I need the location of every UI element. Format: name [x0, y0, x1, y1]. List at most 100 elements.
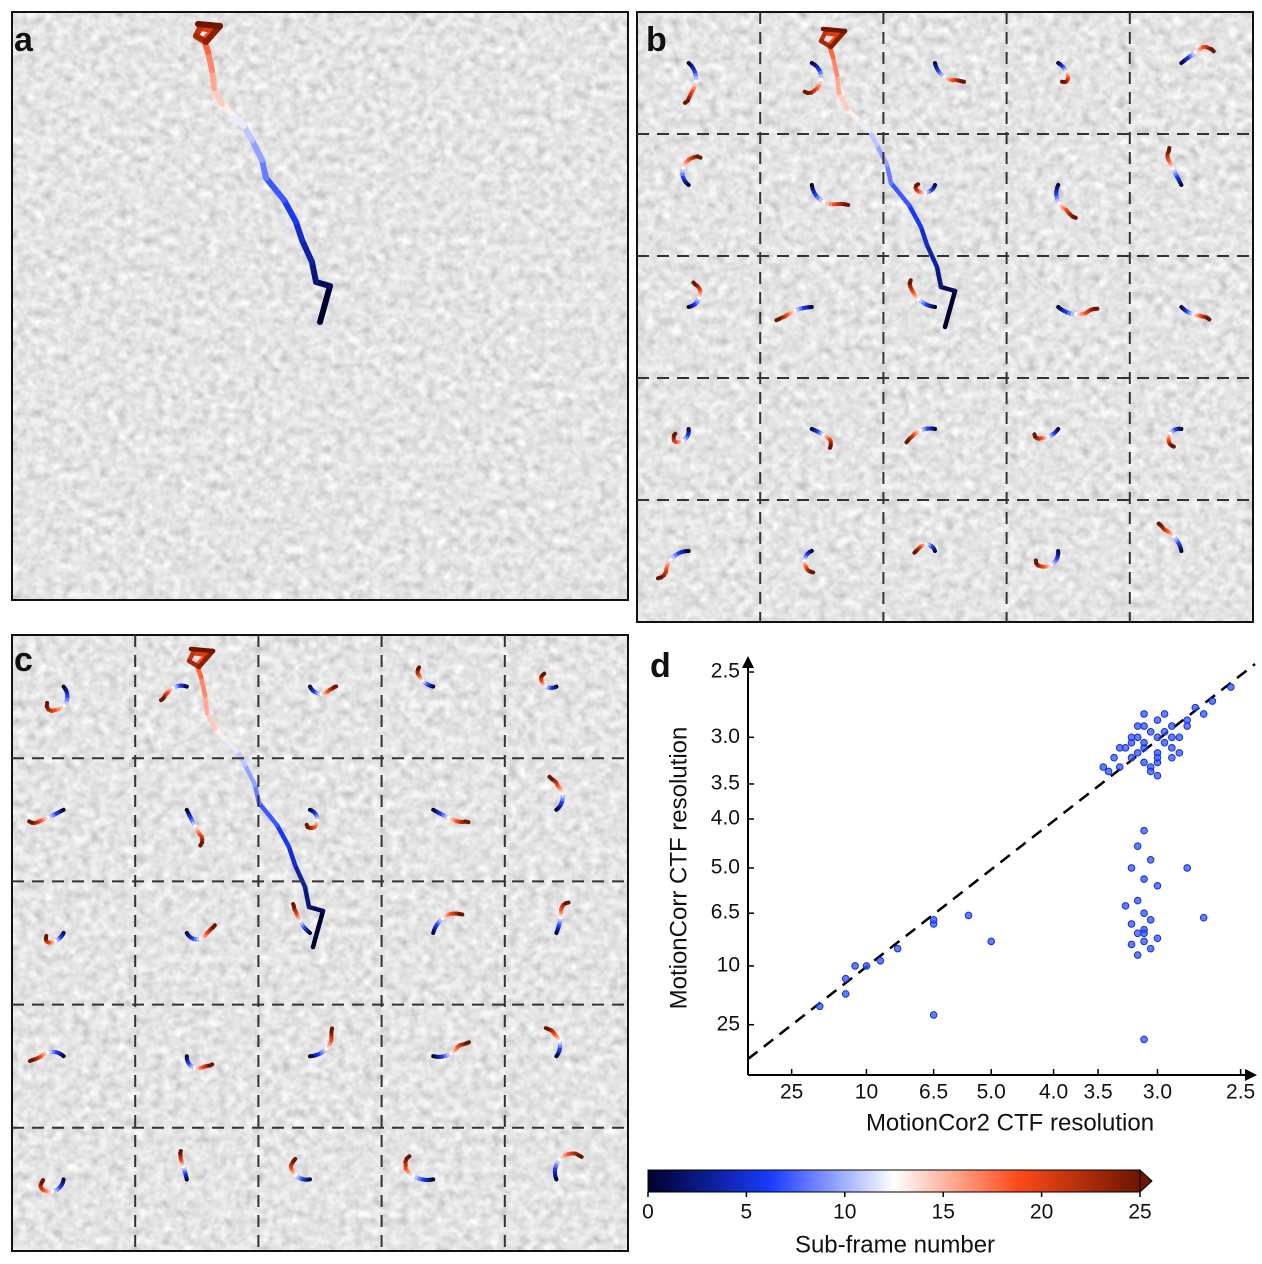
drift-trajectory — [190, 650, 210, 658]
micrograph — [637, 12, 1253, 622]
y-tick-label: 3.0 — [711, 725, 740, 748]
drift-trajectory — [834, 72, 842, 96]
point — [1110, 753, 1118, 762]
point — [1133, 749, 1142, 757]
point — [1099, 763, 1108, 771]
point — [1146, 916, 1155, 924]
drift-trajectory — [310, 908, 326, 950]
drift-trajectory — [547, 774, 554, 781]
drift-trajectory — [655, 575, 664, 581]
drift-trajectory — [904, 438, 911, 445]
point — [1133, 733, 1142, 742]
drift-trajectory — [836, 90, 850, 112]
point — [1127, 864, 1136, 872]
drift-trajectory — [842, 202, 851, 207]
micrograph — [12, 12, 628, 600]
point — [1140, 929, 1148, 938]
y-tick-label: 25 — [717, 1012, 740, 1035]
point — [1133, 722, 1142, 730]
drift-trajectory — [888, 180, 912, 208]
point — [1115, 744, 1124, 752]
drift-trajectory — [309, 259, 319, 285]
y-tick-label: 6.5 — [711, 901, 740, 924]
panel-label: a — [14, 21, 34, 59]
drift-trajectory — [691, 280, 698, 287]
drift-trajectory — [543, 1026, 551, 1032]
point — [1133, 896, 1142, 905]
drift-trajectory — [416, 665, 422, 672]
x-tick-label: 5.0 — [977, 1081, 1006, 1104]
point — [1133, 951, 1142, 959]
point — [876, 956, 885, 965]
drift-trajectory — [286, 844, 298, 868]
y-tick-label: 3.5 — [711, 772, 740, 795]
drift-trajectory — [695, 154, 703, 160]
drift-trajectory — [204, 710, 218, 732]
drift-trajectory — [884, 162, 894, 186]
drift-trajectory — [959, 79, 967, 84]
drift-trajectory — [907, 278, 913, 286]
point — [1140, 1035, 1148, 1044]
point — [1140, 875, 1148, 883]
y-tick-label: 4.0 — [711, 807, 740, 830]
drift-trajectory — [866, 128, 880, 148]
drift-trajectory — [914, 182, 921, 188]
panel-frame — [11, 634, 629, 1252]
point — [1153, 716, 1162, 724]
panel-label: d — [650, 647, 671, 685]
panel-frame — [636, 11, 1254, 623]
point — [1153, 733, 1162, 742]
drift-trajectory — [222, 736, 240, 754]
panel-label: b — [646, 21, 667, 59]
drift-trajectory — [802, 89, 810, 95]
y-tick-label: 5.0 — [711, 855, 740, 878]
colorbar-tick-label: 0 — [642, 1201, 654, 1224]
drift-trajectory — [1209, 47, 1216, 54]
drift-trajectory — [209, 67, 217, 91]
drift-trajectory — [249, 137, 265, 163]
point — [1168, 722, 1176, 730]
point — [851, 962, 859, 970]
drift-trajectory — [671, 431, 678, 438]
drift-trajectory — [27, 1057, 35, 1064]
point — [1183, 722, 1191, 730]
panel-label: c — [14, 641, 33, 679]
point — [929, 916, 938, 924]
point — [841, 990, 850, 998]
drift-trajectory — [912, 549, 918, 555]
point — [1168, 733, 1176, 742]
drift-trajectory — [178, 1148, 183, 1156]
drift-trajectory — [281, 197, 299, 225]
colorbar-tick-label: 10 — [833, 1201, 856, 1224]
drift-trajectory — [1032, 432, 1038, 439]
point — [1127, 920, 1136, 928]
panel-c: c — [11, 634, 629, 1252]
point — [1146, 944, 1155, 953]
drift-trajectory — [918, 224, 930, 248]
point — [1146, 855, 1155, 864]
point — [893, 944, 902, 953]
colorbar-tick-label: 15 — [932, 1201, 955, 1224]
drift-trajectory — [27, 819, 34, 825]
drift-trajectory — [207, 1062, 215, 1068]
y-tick-label: 2.5 — [711, 660, 740, 683]
drift-trajectory — [540, 671, 547, 677]
panel-frame — [11, 11, 629, 601]
drift-trajectory — [302, 884, 312, 910]
drift-trajectory — [259, 157, 269, 181]
point — [1127, 940, 1136, 949]
x-tick-label: 6.5 — [919, 1081, 948, 1104]
x-tick-label: 4.0 — [1039, 1081, 1068, 1104]
drift-trajectory — [196, 648, 216, 670]
colorbar — [647, 1169, 1141, 1193]
point — [1127, 733, 1136, 742]
drift-trajectory — [263, 175, 287, 203]
colorbar-tick-label: 25 — [1128, 1201, 1151, 1224]
point — [862, 962, 871, 970]
drift-trajectory — [828, 28, 848, 50]
drift-trajectory — [202, 692, 210, 716]
point — [1140, 738, 1148, 747]
x-tick-label: 10 — [855, 1081, 878, 1104]
drift-trajectory — [159, 696, 166, 703]
drift-trajectory — [1169, 443, 1176, 449]
